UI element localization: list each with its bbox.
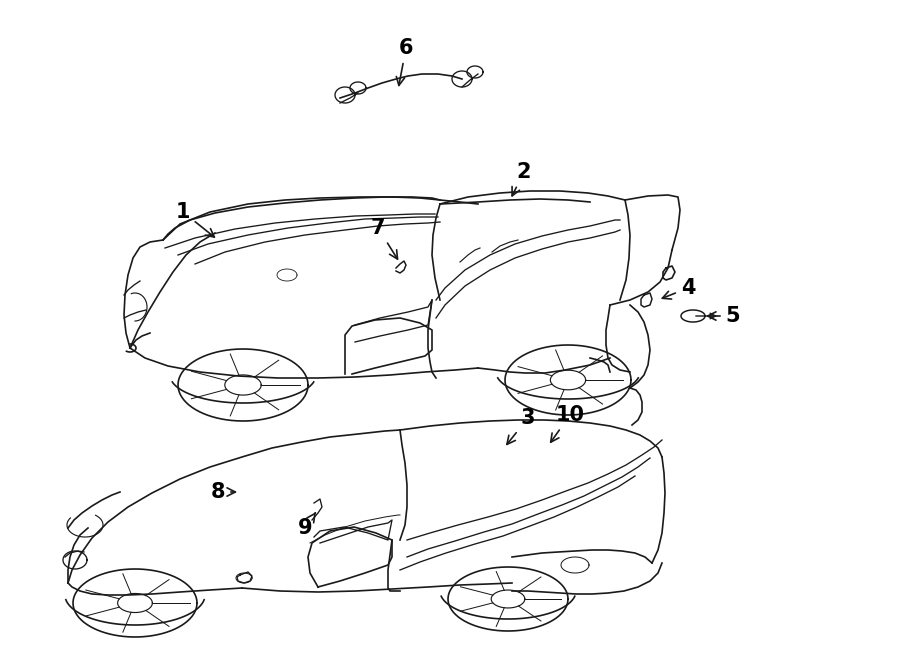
Text: 3: 3 [507, 408, 536, 444]
Text: 5: 5 [707, 306, 741, 326]
Text: 1: 1 [176, 202, 214, 237]
Text: 4: 4 [662, 278, 695, 299]
Text: 8: 8 [211, 482, 236, 502]
Text: 10: 10 [551, 405, 584, 442]
Text: 7: 7 [371, 218, 398, 259]
Text: 9: 9 [298, 513, 316, 538]
Text: 2: 2 [512, 162, 531, 196]
Text: 6: 6 [396, 38, 413, 85]
